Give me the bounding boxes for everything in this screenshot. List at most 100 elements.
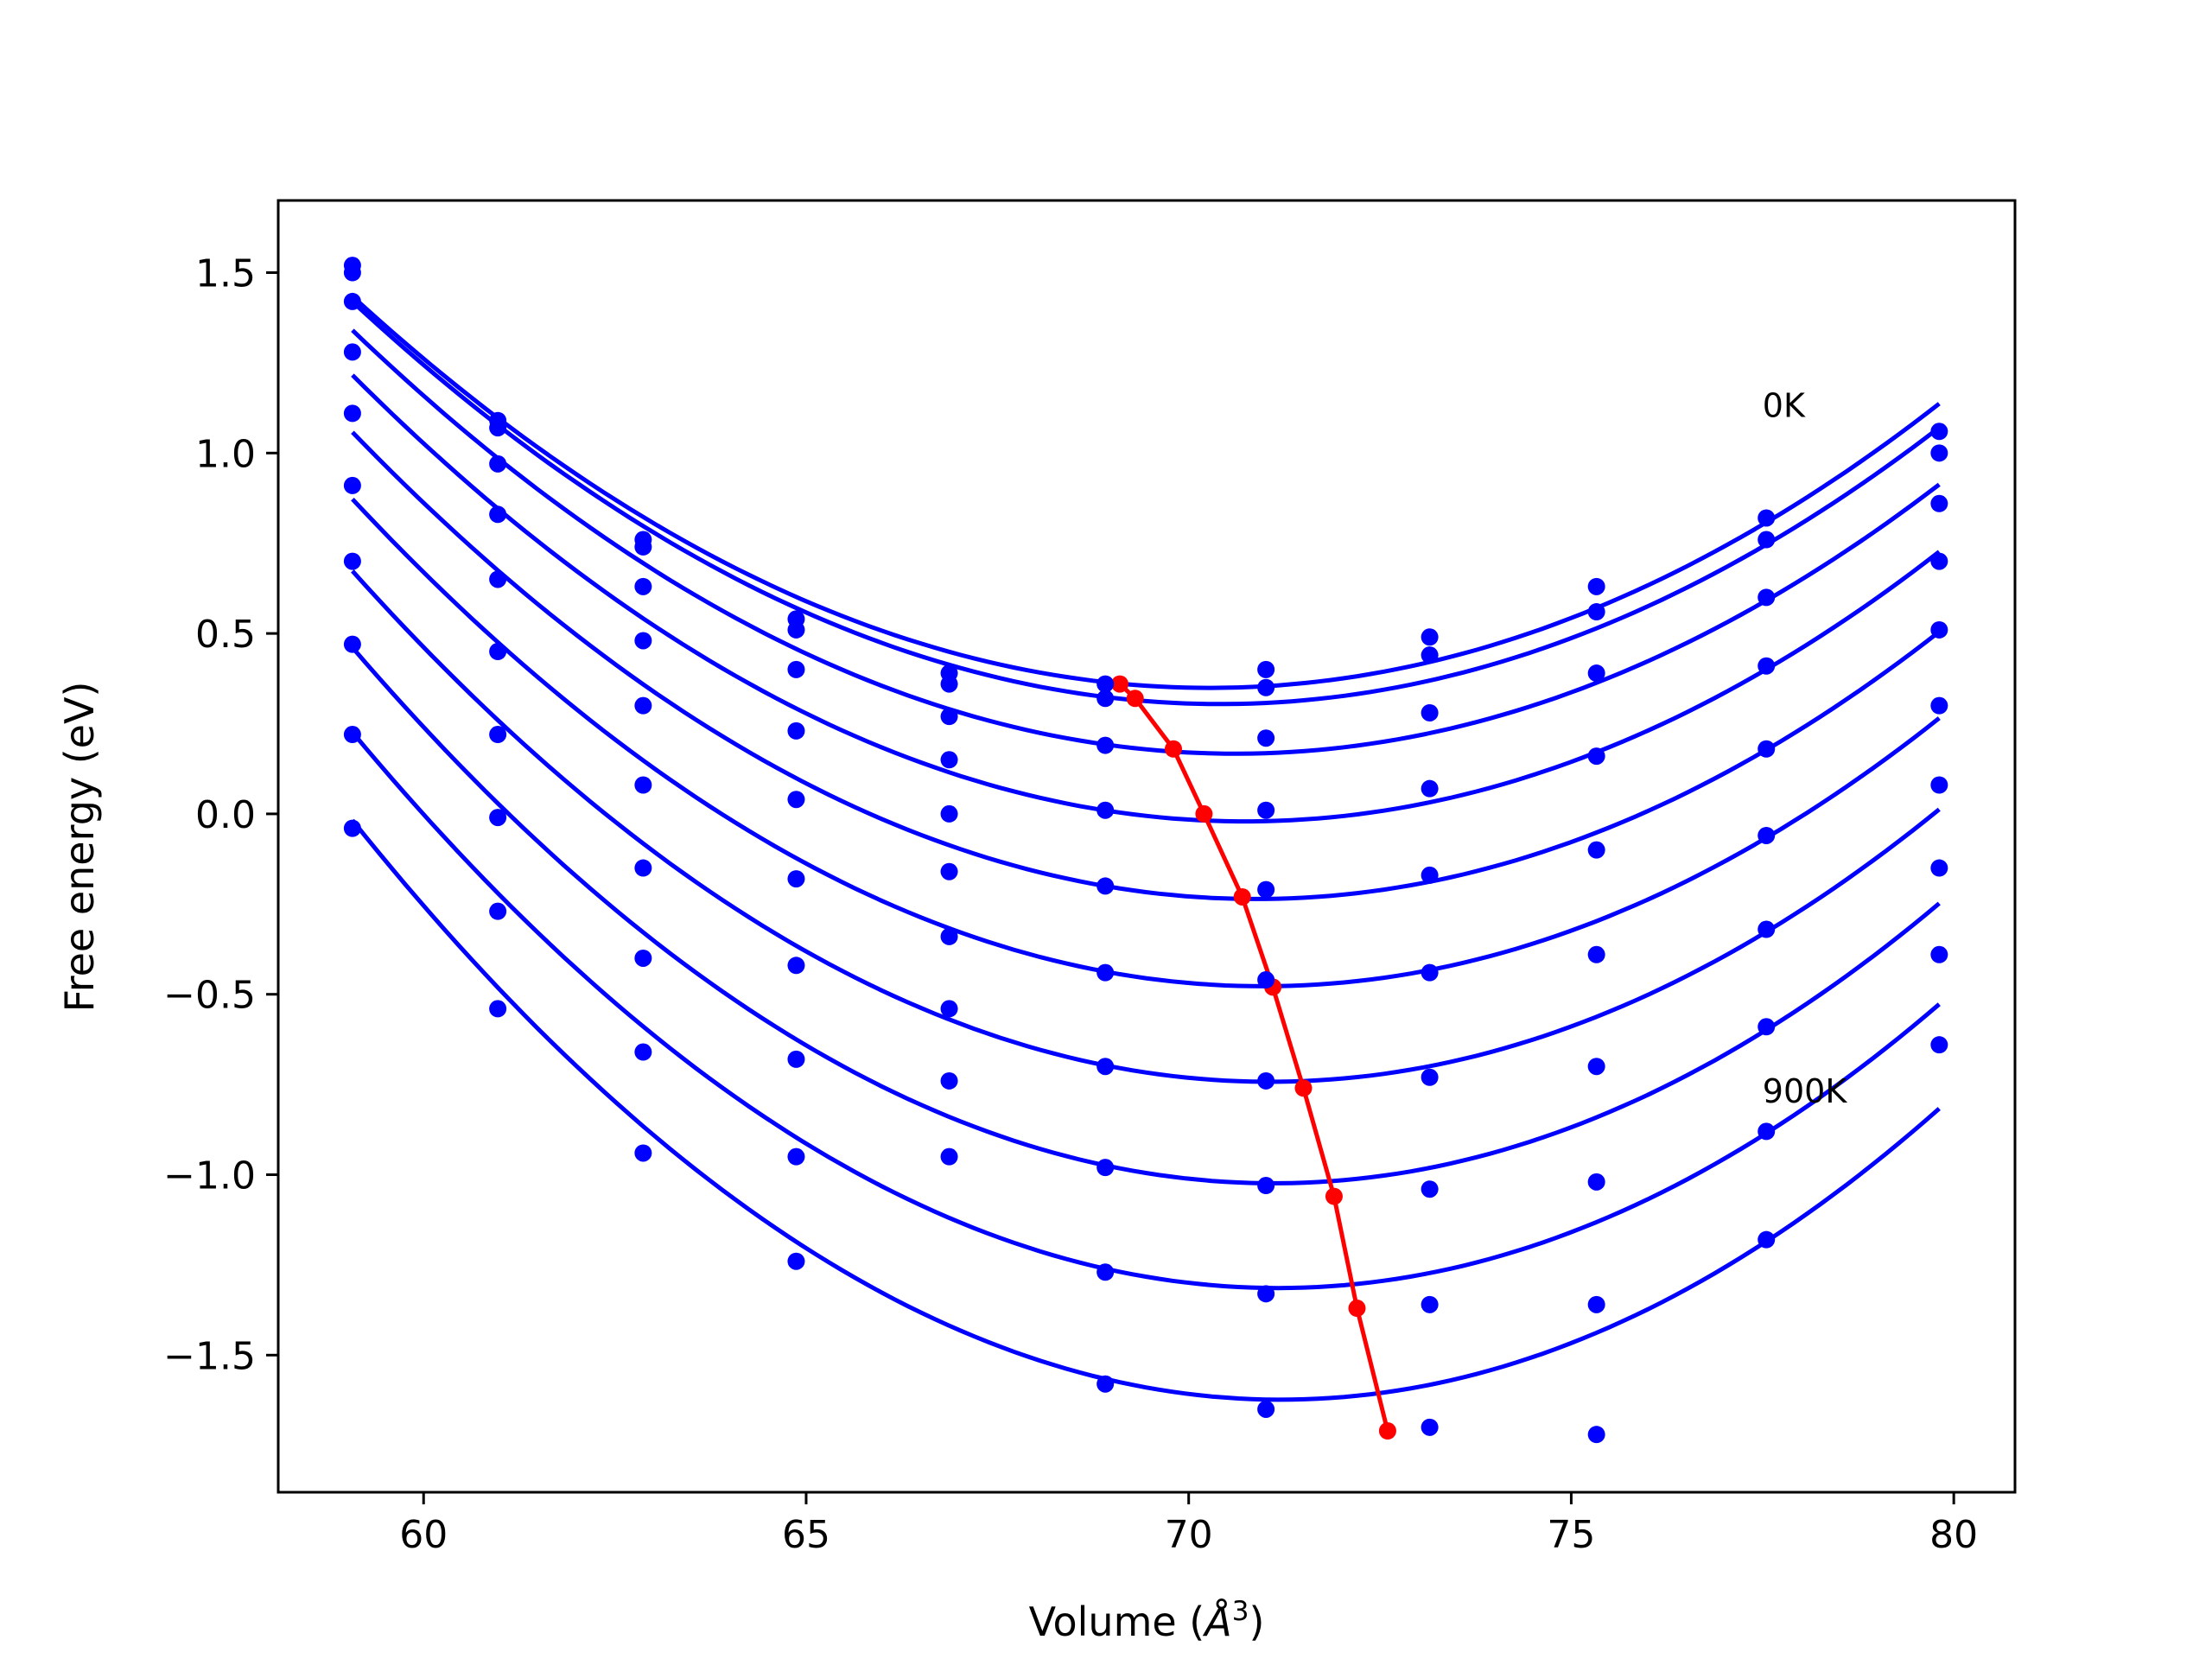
data-point [940,927,958,945]
data-point [634,632,652,650]
data-point [634,1144,652,1162]
data-point [1257,1177,1275,1195]
data-point [1587,1173,1605,1191]
fit-curve-0 [351,295,1941,690]
data-point [489,454,507,473]
data-point [1421,1418,1439,1436]
data-point [787,1147,805,1166]
data-point [1930,859,1948,877]
data-point [1587,1426,1605,1444]
data-point [1421,1068,1439,1086]
data-point [1758,920,1776,938]
minimum-line [1118,682,1390,1432]
fit-curve-2 [351,328,1941,756]
fit-curve-7 [351,645,1941,1185]
data-point [1930,552,1948,570]
data-point [787,870,805,888]
fit-curve-5 [351,497,1941,988]
data-point [634,537,652,556]
data-point [940,708,958,726]
data-point [1096,963,1115,982]
data-point [1257,880,1275,899]
data-point [940,1071,958,1090]
data-point [343,552,361,570]
data-point [489,642,507,660]
data-point [1096,801,1115,819]
x-tick-label: 70 [1165,1513,1213,1557]
x-tick-label: 60 [399,1513,448,1557]
data-point [940,804,958,823]
data-point [1758,588,1776,607]
minimum-point [1348,1300,1366,1318]
fit-curve-6 [351,569,1941,1084]
data-point [1587,841,1605,859]
plot-frame [276,199,2017,1494]
data-point [343,292,361,310]
minimum-point [1164,740,1182,758]
y-tick-label: 1.0 [195,432,256,476]
data-point [787,620,805,639]
data-point [1257,1285,1275,1303]
data-point [489,570,507,588]
data-point [1096,1058,1115,1076]
data-point [1758,509,1776,527]
minimum-point [1233,887,1251,906]
data-point [1096,1159,1115,1177]
minimum-point [1294,1079,1313,1097]
data-point [1421,1180,1439,1198]
data-point [940,1147,958,1166]
x-tick-label: 80 [1929,1513,1978,1557]
data-point [1930,444,1948,462]
data-point [489,419,507,437]
data-point [1930,776,1948,794]
data-point [1421,779,1439,798]
y-tick-label: 0.5 [195,613,256,657]
data-point [1930,696,1948,715]
data-point [1587,664,1605,683]
y-axis-label: Free energy (eV) [56,682,103,1013]
data-point [1930,945,1948,963]
data-point [1587,747,1605,766]
data-point [1096,675,1115,693]
data-point [1421,703,1439,721]
data-point [1096,1375,1115,1393]
y-tick-label: −1.5 [163,1334,256,1378]
data-point [343,819,361,837]
y-tick-label: −0.5 [163,974,256,1018]
fit-curve-4 [351,430,1941,901]
data-point [343,476,361,494]
data-point [1257,1071,1275,1090]
x-tick-label: 75 [1547,1513,1595,1557]
y-tick-label: 1.5 [195,252,256,296]
data-point [1587,603,1605,621]
x-axis-label: Volume (Å3) [1029,1596,1265,1645]
x-tick-label: 65 [782,1513,830,1557]
data-point [634,949,652,967]
data-point [489,809,507,827]
fit-curve-9 [350,818,1941,1402]
data-point [1758,657,1776,675]
data-point [489,1000,507,1018]
data-point [1758,740,1776,758]
minimum-point [1126,690,1144,708]
data-point [1421,628,1439,646]
minimum-point [1325,1187,1343,1205]
data-point [1257,971,1275,989]
data-point [1587,577,1605,595]
data-point [1421,646,1439,664]
y-tick-label: 0.0 [195,793,256,837]
fit-curve-8 [350,730,1941,1291]
data-point [489,902,507,920]
data-point [634,696,652,715]
minimum-point [1111,675,1129,693]
data-point [343,726,361,744]
data-point [489,505,507,524]
data-point [1257,729,1275,747]
data-point [634,577,652,595]
data-point [1930,620,1948,639]
temperature-annotation: 0K [1763,387,1806,425]
data-point [1096,877,1115,895]
data-point [1587,1058,1605,1076]
data-point [1758,1230,1776,1249]
data-point [1257,1400,1275,1418]
